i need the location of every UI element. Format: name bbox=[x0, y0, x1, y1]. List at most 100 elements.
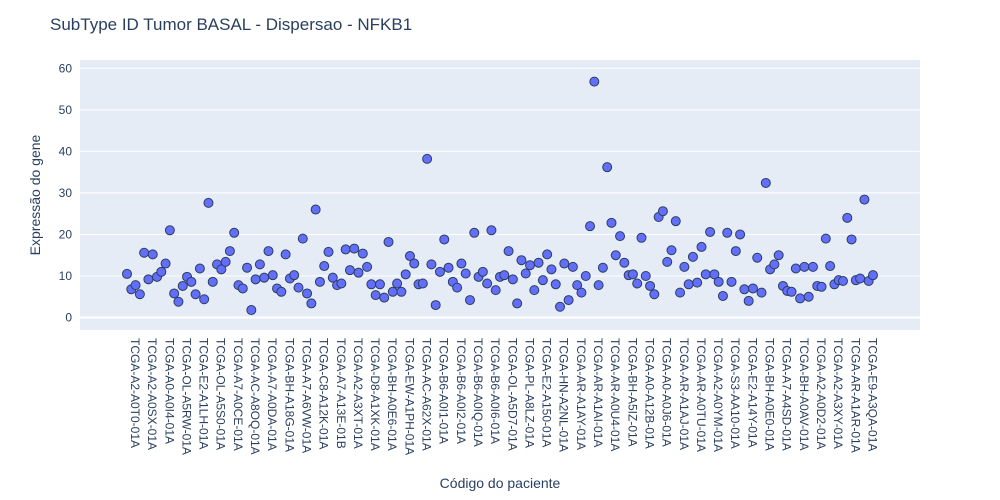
data-point bbox=[400, 269, 411, 280]
x-tick-label: TCGA-B6-A0I1-01A bbox=[437, 338, 451, 444]
x-tick-label: TCGA-B6-A0I6-01A bbox=[488, 338, 502, 444]
data-point bbox=[297, 233, 308, 244]
data-point bbox=[430, 300, 441, 311]
data-point bbox=[563, 295, 574, 306]
data-point bbox=[366, 279, 377, 290]
data-point bbox=[229, 227, 240, 238]
data-point bbox=[675, 287, 686, 298]
x-tick-label: TCGA-A2-A3XY-01A bbox=[831, 338, 845, 449]
data-point bbox=[417, 278, 428, 289]
data-point bbox=[512, 298, 523, 309]
data-point bbox=[362, 261, 373, 272]
x-tick-label: TCGA-A2-A0SX-01A bbox=[145, 338, 159, 450]
x-tick-label: TCGA-AC-A8OQ-01A bbox=[248, 338, 262, 455]
data-point bbox=[846, 234, 857, 245]
data-point bbox=[439, 234, 450, 245]
x-tick-label: TCGA-A0-A0I4-01A bbox=[162, 338, 176, 444]
data-point bbox=[482, 278, 493, 289]
data-point bbox=[134, 289, 145, 300]
data-point bbox=[250, 274, 261, 285]
x-tick-label: TCGA-OL-A5S0-01A bbox=[214, 338, 228, 450]
y-axis-title: Expressão do gene bbox=[27, 134, 43, 255]
data-point bbox=[837, 275, 848, 286]
data-point bbox=[306, 298, 317, 309]
data-point bbox=[190, 289, 201, 300]
data-point bbox=[503, 246, 514, 257]
data-point bbox=[280, 249, 291, 260]
data-point bbox=[559, 258, 570, 269]
x-tick-label: TCGA-BH-A18G-01A bbox=[282, 338, 296, 452]
chart-title: SubType ID Tumor BASAL - Dispersao - NFK… bbox=[50, 15, 412, 34]
data-point bbox=[464, 295, 475, 306]
data-point bbox=[576, 287, 587, 298]
data-point bbox=[722, 227, 733, 238]
x-tick-label: TCGA-BH-A0E6-01A bbox=[385, 338, 399, 451]
data-point bbox=[790, 263, 801, 274]
data-point bbox=[122, 268, 132, 279]
data-point bbox=[383, 236, 394, 247]
x-tick-label: TCGA-BH-A5IZ-01A bbox=[625, 338, 639, 447]
data-point bbox=[143, 274, 154, 285]
x-tick-label: TCGA-A2-A0D2-01A bbox=[814, 338, 828, 449]
data-point bbox=[242, 262, 253, 273]
x-tick-label: TCGA-A2-A0YM-01A bbox=[711, 338, 725, 452]
x-tick-label: TCGA-E2-A150-01A bbox=[540, 338, 554, 447]
data-point bbox=[246, 305, 257, 316]
data-point bbox=[357, 248, 368, 259]
data-point bbox=[726, 276, 737, 287]
data-point bbox=[469, 227, 480, 238]
data-point bbox=[254, 259, 265, 270]
y-tick-label: 0 bbox=[65, 311, 72, 325]
data-point bbox=[572, 280, 583, 291]
data-point bbox=[392, 278, 403, 289]
data-point bbox=[597, 262, 608, 273]
data-point bbox=[593, 280, 604, 291]
data-point bbox=[203, 197, 214, 208]
data-point bbox=[349, 243, 360, 254]
data-point bbox=[632, 278, 643, 289]
data-point bbox=[139, 247, 150, 258]
data-point bbox=[327, 272, 338, 283]
data-point bbox=[816, 281, 827, 292]
data-point bbox=[825, 261, 836, 272]
x-tick-label: TCGA-A7-A13E-01B bbox=[334, 338, 348, 449]
x-tick-label: TCGA-A2-A0T0-01A bbox=[128, 338, 142, 448]
data-point bbox=[739, 284, 750, 295]
data-point bbox=[773, 250, 784, 261]
x-tick-label: TCGA-OL-A5D7-01A bbox=[505, 338, 519, 451]
data-point bbox=[735, 229, 746, 240]
data-point bbox=[276, 286, 287, 297]
data-point bbox=[709, 269, 720, 280]
data-point bbox=[194, 263, 205, 274]
data-point bbox=[220, 256, 231, 267]
data-point bbox=[769, 259, 780, 270]
data-point bbox=[156, 266, 167, 277]
data-point bbox=[636, 232, 647, 243]
x-tick-label: TCGA-AR-A0TU-01A bbox=[694, 338, 708, 452]
data-point bbox=[164, 225, 175, 236]
data-point bbox=[760, 177, 771, 188]
data-point bbox=[747, 283, 758, 294]
x-tick-label: TCGA-E2-A1LH-01A bbox=[197, 338, 211, 449]
data-point bbox=[302, 288, 313, 299]
data-point bbox=[859, 194, 870, 205]
data-point bbox=[679, 261, 690, 272]
data-point bbox=[336, 278, 347, 289]
data-point bbox=[868, 270, 878, 281]
data-point bbox=[319, 261, 330, 272]
data-point bbox=[216, 264, 227, 275]
x-tick-label: TCGA-D8-A1XK-01A bbox=[368, 338, 382, 451]
data-point bbox=[173, 296, 184, 307]
x-tick-labels: TCGA-A2-A0T0-01A TCGA-A2-A0SX-01A TCGA-A0-… bbox=[128, 338, 879, 455]
x-tick-label: TCGA-A7-A6VW-01A bbox=[299, 338, 313, 453]
x-tick-label: TCGA-A2-A3XT-01A bbox=[351, 338, 365, 449]
data-point bbox=[645, 280, 656, 291]
data-point bbox=[610, 250, 621, 261]
data-point bbox=[786, 286, 797, 297]
data-point bbox=[237, 283, 248, 294]
x-tick-label: TCGA-B6-A0IQ-01A bbox=[471, 338, 485, 447]
y-tick-label: 50 bbox=[59, 103, 73, 117]
data-point bbox=[443, 262, 454, 273]
x-axis-title: Código do paciente bbox=[440, 475, 561, 491]
data-point bbox=[486, 225, 497, 236]
